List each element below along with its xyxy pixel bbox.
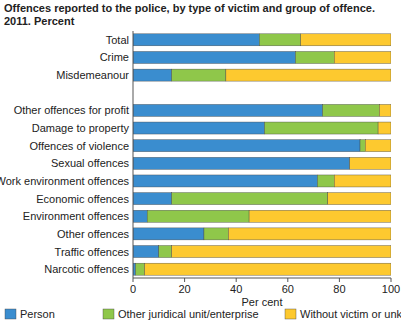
bar-segment (133, 228, 204, 240)
y-axis-line (133, 31, 134, 278)
bar-segment (133, 193, 172, 205)
legend-label: Without victim or unknown (300, 308, 401, 320)
bar-segment (133, 34, 259, 46)
bar-segment (159, 246, 172, 258)
bar-segment (226, 69, 391, 81)
x-tick (391, 278, 392, 282)
legend-swatch (103, 309, 114, 319)
x-tick-label: 60 (282, 283, 294, 295)
bar-segment (323, 104, 380, 116)
bar-segment (249, 210, 391, 222)
bar-segment (136, 263, 145, 275)
x-tick-label: 0 (130, 283, 136, 295)
title: Offences reported to the police, by type… (4, 2, 375, 14)
x-tick (339, 278, 340, 282)
bars (133, 34, 391, 275)
bar-segment (259, 34, 300, 46)
bar-segment (296, 51, 335, 63)
category-label: Total (106, 34, 129, 46)
bar-segment (133, 157, 350, 169)
bar-segment (228, 228, 391, 240)
x-tick-label: 20 (178, 283, 190, 295)
x-tick-label: 40 (230, 283, 242, 295)
legend-label: Other juridical unit/enterprise (118, 308, 259, 320)
category-label: Environment offences (23, 210, 130, 222)
x-tick-label: 100 (382, 283, 400, 295)
bar-segment (317, 175, 334, 187)
bar-segment (204, 228, 229, 240)
category-label: Offences of violence (30, 140, 129, 152)
bar-segment (133, 104, 323, 116)
category-label: Misdemeanour (56, 69, 129, 81)
category-label: Crime (100, 51, 129, 63)
subtitle: 2011. Percent (4, 15, 75, 27)
x-tick (184, 278, 185, 282)
x-tick (287, 278, 288, 282)
bar-segment (172, 246, 391, 258)
legend-swatch (5, 309, 16, 319)
bar-segment (172, 193, 328, 205)
bar-segment (378, 122, 391, 134)
x-tick (133, 278, 134, 282)
bar-segment (133, 140, 360, 152)
bar-segment (328, 193, 391, 205)
category-label: Sexual offences (51, 157, 130, 169)
bar-segment (350, 157, 391, 169)
bar-segment (301, 34, 391, 46)
bar-segment (133, 246, 159, 258)
bar-segment (365, 140, 391, 152)
bar-segment (334, 175, 391, 187)
bar-segment (133, 122, 265, 134)
x-axis-line (133, 278, 391, 279)
bar-segment (379, 104, 391, 116)
bar-segment (147, 210, 249, 222)
legend-label: Person (20, 308, 55, 320)
category-label: Work environment offences (0, 175, 129, 187)
bar-segment (334, 51, 391, 63)
category-label: Economic offences (36, 193, 129, 205)
bar-segment (133, 175, 317, 187)
bar-segment (133, 51, 296, 63)
category-label: Damage to property (32, 122, 130, 134)
chart: Offences reported to the police, by type… (0, 0, 401, 323)
category-label: Other offences (57, 228, 129, 240)
legend-swatch (285, 309, 296, 319)
category-label: Other offences for profit (14, 104, 129, 116)
bar-segment (145, 263, 391, 275)
x-axis-label: Per cent (242, 296, 283, 308)
category-label: Traffic offences (55, 246, 130, 258)
x-tick (236, 278, 237, 282)
bar-segment (133, 210, 147, 222)
x-tick-label: 80 (333, 283, 345, 295)
bar-segment (172, 69, 226, 81)
category-label: Narcotic offences (44, 263, 129, 275)
bar-segment (265, 122, 379, 134)
bar-segment (360, 140, 365, 152)
bar-segment (133, 69, 172, 81)
